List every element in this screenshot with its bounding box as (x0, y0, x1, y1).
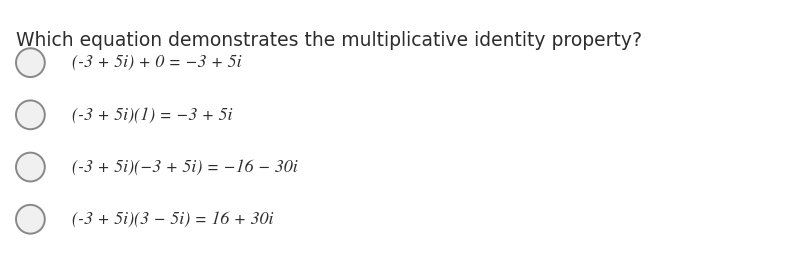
Text: (-3 + 5i) + 0 = −3 + 5i: (-3 + 5i) + 0 = −3 + 5i (72, 54, 242, 71)
Ellipse shape (16, 48, 45, 77)
Ellipse shape (16, 100, 45, 129)
Ellipse shape (16, 153, 45, 181)
Text: (-3 + 5i)(−3 + 5i) = −16 − 30i: (-3 + 5i)(−3 + 5i) = −16 − 30i (72, 159, 298, 175)
Text: (-3 + 5i)(3 − 5i) = 16 + 30i: (-3 + 5i)(3 − 5i) = 16 + 30i (72, 211, 274, 228)
Text: Which equation demonstrates the multiplicative identity property?: Which equation demonstrates the multipli… (16, 31, 642, 50)
Ellipse shape (16, 205, 45, 234)
Text: (-3 + 5i)(1) = −3 + 5i: (-3 + 5i)(1) = −3 + 5i (72, 106, 233, 123)
